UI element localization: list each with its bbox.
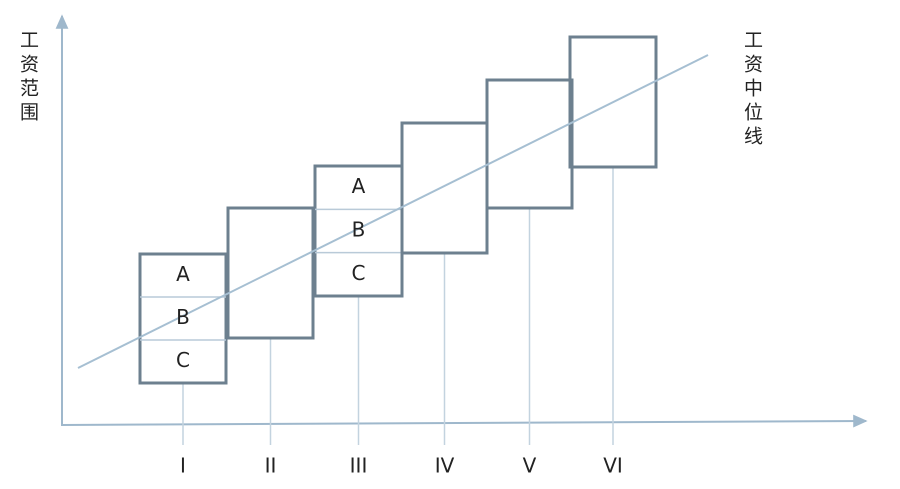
boxes [138, 35, 658, 445]
grade-label: V [523, 454, 537, 478]
level-label: C [352, 261, 366, 285]
median-line-label: 工资中位线 [741, 30, 763, 150]
grade-label: II [265, 454, 277, 478]
grade-box [400, 121, 489, 255]
grade-box [485, 78, 574, 210]
grade-box [226, 206, 315, 340]
x-axis [61, 414, 868, 428]
grade-label: VI [603, 454, 623, 478]
level-label: A [176, 262, 190, 286]
median-line [77, 54, 709, 369]
level-label: C [176, 348, 190, 372]
level-label: B [352, 218, 366, 242]
grade-label: III [350, 454, 368, 478]
grade-box [568, 35, 658, 169]
level-label: A [352, 174, 366, 198]
level-label: B [176, 305, 190, 329]
grade-box [138, 252, 228, 385]
y-axis-label: 工资范围 [17, 30, 39, 126]
grade-label: I [180, 454, 186, 478]
grade-label: IV [435, 454, 455, 478]
